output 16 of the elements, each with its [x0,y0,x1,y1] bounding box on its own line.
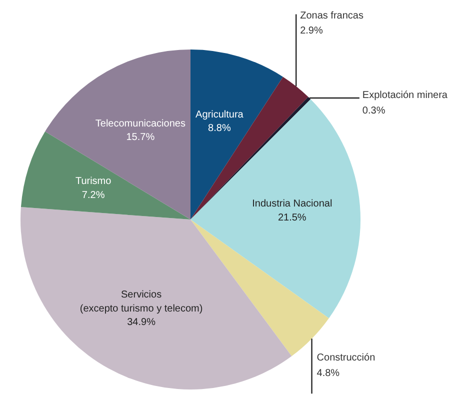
data-label: 15.7% [126,132,155,144]
slice-label: Servicios (excepto turismo y telecom) [80,290,203,314]
slice-label: Telecomunicaciones [95,118,186,130]
data-label: 21.5% [278,212,306,224]
data-label: 7.2% [82,190,105,201]
slice-label: Agricultura [196,109,244,120]
data-label: 8.8% [208,123,231,134]
data-label: 0.3% [362,105,386,116]
slice-label: Turismo [75,176,112,188]
slice-label: Industria Nacional [252,198,332,210]
slice-label: Explotación minera [362,90,448,102]
slice-label: Construcción [316,352,376,364]
data-label: 34.9% [127,317,156,328]
data-label: 4.8% [316,368,340,380]
data-label: 2.9% [300,26,323,37]
slice-label: Zonas francas [300,10,364,22]
